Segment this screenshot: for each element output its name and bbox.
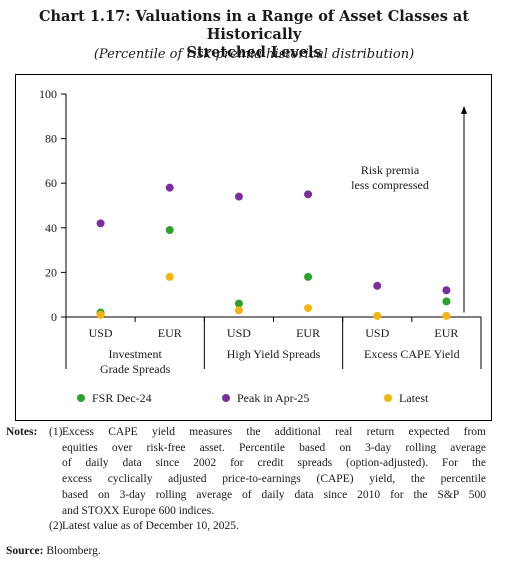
note-number: (1) <box>49 426 63 438</box>
point-fsr-dec-24 <box>165 226 174 235</box>
point-fsr-dec-24 <box>234 299 243 308</box>
source-text: Bloomberg. <box>46 545 101 557</box>
point-latest <box>165 272 174 281</box>
note-line: of daily data since 2002 for credit spre… <box>62 457 486 470</box>
x-group-label: Excess CAPE Yield <box>364 347 460 361</box>
point-peak-in-apr-25 <box>96 219 105 228</box>
legend-marker <box>222 394 230 402</box>
chart-subtitle: (Percentile of risk premia historical di… <box>93 47 415 62</box>
note-number: (2) <box>49 520 63 533</box>
chart-title: Chart 1.17: Valuations in a Range of Ass… <box>0 8 508 62</box>
point-latest <box>304 304 313 313</box>
point-latest <box>96 310 105 319</box>
point-latest <box>373 311 382 320</box>
point-latest <box>234 306 243 315</box>
x-category-label: EUR <box>158 326 182 340</box>
point-fsr-dec-24 <box>304 272 313 281</box>
note-line: Latest value as of December 10, 2025. <box>62 520 239 533</box>
legend-label: Peak in Apr-25 <box>237 391 309 405</box>
y-tick-label: 40 <box>45 221 57 235</box>
chart-frame: 0 20 40 60 80 100 USD EUR USD EUR USD EUR Investment… <box>15 74 492 421</box>
y-tick-label: 100 <box>39 87 57 101</box>
point-peak-in-apr-25 <box>165 183 174 192</box>
annotation-arrow-head <box>461 105 467 114</box>
source-label: Source: <box>6 545 44 557</box>
x-category-label: USD <box>365 326 389 340</box>
annotation-text-line-1: Risk premia <box>361 163 420 177</box>
note-line: Excess CAPE yield measures the additiona… <box>62 426 486 438</box>
note-line: excess cyclically adjusted price-to-earn… <box>62 473 486 486</box>
x-group-label: Grade Spreads <box>100 362 171 376</box>
legend-marker <box>384 394 392 402</box>
x-category-label: EUR <box>434 326 458 340</box>
source-line: Source: Bloomberg. <box>6 545 101 557</box>
x-group-label: Investment <box>109 347 163 361</box>
x-category-label: USD <box>227 326 251 340</box>
notes-label: Notes: <box>6 426 38 438</box>
x-group-label: High Yield Spreads <box>227 347 321 361</box>
y-tick-label: 0 <box>51 310 57 324</box>
point-peak-in-apr-25 <box>304 190 313 199</box>
chart-title-line-1: Chart 1.17: Valuations in a Range of Ass… <box>38 8 470 43</box>
x-category-label: USD <box>89 326 113 340</box>
note-line: and STOXX Europe 600 indices. <box>62 504 215 517</box>
legend-label: FSR Dec-24 <box>92 391 152 405</box>
y-tick-label: 80 <box>45 132 57 146</box>
note-line: equities over risk-free asset. Percentil… <box>62 441 486 454</box>
chart-title-line-2: Stretched Levels <box>186 44 322 61</box>
x-category-label: EUR <box>296 326 320 340</box>
annotation-text-line-2: less compressed <box>351 178 429 192</box>
point-fsr-dec-24 <box>442 297 451 306</box>
note-line: based on 3-day rolling average of daily … <box>62 488 486 501</box>
y-tick-label: 20 <box>45 265 57 279</box>
chart-plot: 0 20 40 60 80 100 USD EUR USD EUR USD EUR Investment… <box>39 87 482 405</box>
point-latest <box>442 311 451 320</box>
point-peak-in-apr-25 <box>234 192 243 201</box>
legend-marker <box>77 394 85 402</box>
y-tick-label: 60 <box>45 176 57 190</box>
point-peak-in-apr-25 <box>442 286 451 295</box>
point-peak-in-apr-25 <box>373 281 382 290</box>
legend-label: Latest <box>399 391 429 405</box>
